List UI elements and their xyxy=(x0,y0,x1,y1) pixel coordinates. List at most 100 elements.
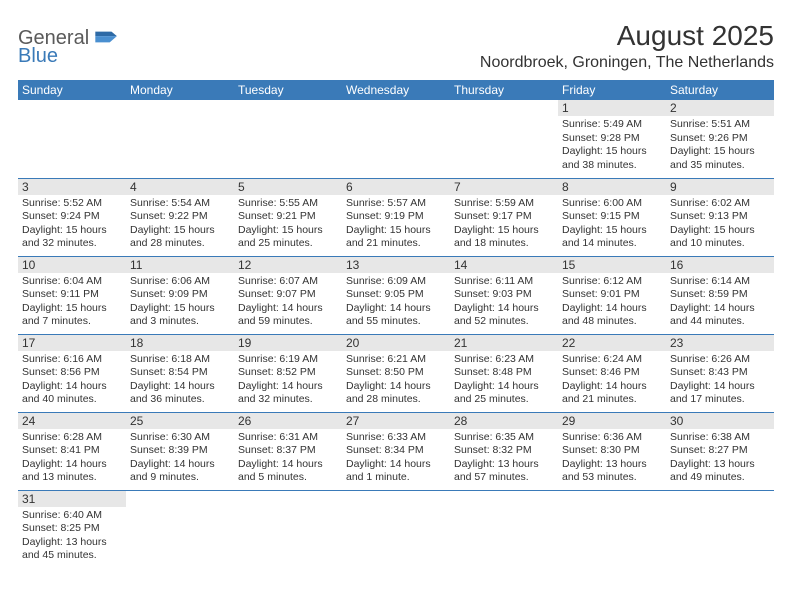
day-details: Sunrise: 6:18 AMSunset: 8:54 PMDaylight:… xyxy=(126,351,234,412)
sunrise-text: Sunrise: 5:55 AM xyxy=(238,197,338,211)
logo: GeneralBlue xyxy=(18,28,120,66)
calendar-week: 3Sunrise: 5:52 AMSunset: 9:24 PMDaylight… xyxy=(18,178,774,256)
day-header: Thursday xyxy=(450,80,558,100)
sunset-text: Sunset: 8:48 PM xyxy=(454,366,554,380)
sunset-text: Sunset: 8:34 PM xyxy=(346,444,446,458)
daylight-text: Daylight: 15 hours and 38 minutes. xyxy=(562,145,662,172)
sunrise-text: Sunrise: 6:06 AM xyxy=(130,275,230,289)
calendar-cell: 22Sunrise: 6:24 AMSunset: 8:46 PMDayligh… xyxy=(558,334,666,412)
day-number: 29 xyxy=(558,413,666,429)
day-details: Sunrise: 5:54 AMSunset: 9:22 PMDaylight:… xyxy=(126,195,234,256)
sunset-text: Sunset: 8:37 PM xyxy=(238,444,338,458)
calendar-cell xyxy=(126,490,234,568)
day-number: 16 xyxy=(666,257,774,273)
day-number: 1 xyxy=(558,100,666,116)
sunset-text: Sunset: 8:46 PM xyxy=(562,366,662,380)
calendar-cell: 8Sunrise: 6:00 AMSunset: 9:15 PMDaylight… xyxy=(558,178,666,256)
sunrise-text: Sunrise: 6:02 AM xyxy=(670,197,770,211)
day-header: Sunday xyxy=(18,80,126,100)
sunset-text: Sunset: 8:59 PM xyxy=(670,288,770,302)
calendar-cell xyxy=(126,100,234,178)
sunset-text: Sunset: 9:24 PM xyxy=(22,210,122,224)
sunrise-text: Sunrise: 5:52 AM xyxy=(22,197,122,211)
sunrise-text: Sunrise: 5:54 AM xyxy=(130,197,230,211)
calendar-week: 31Sunrise: 6:40 AMSunset: 8:25 PMDayligh… xyxy=(18,490,774,568)
day-details: Sunrise: 6:12 AMSunset: 9:01 PMDaylight:… xyxy=(558,273,666,334)
calendar-cell xyxy=(342,100,450,178)
sunset-text: Sunset: 9:13 PM xyxy=(670,210,770,224)
sunset-text: Sunset: 9:11 PM xyxy=(22,288,122,302)
day-number: 14 xyxy=(450,257,558,273)
location: Noordbroek, Groningen, The Netherlands xyxy=(480,54,774,72)
sunrise-text: Sunrise: 6:09 AM xyxy=(346,275,446,289)
day-number: 18 xyxy=(126,335,234,351)
daylight-text: Daylight: 15 hours and 21 minutes. xyxy=(346,224,446,251)
day-number: 5 xyxy=(234,179,342,195)
day-number: 17 xyxy=(18,335,126,351)
day-header: Monday xyxy=(126,80,234,100)
calendar-cell xyxy=(450,490,558,568)
sunrise-text: Sunrise: 6:31 AM xyxy=(238,431,338,445)
day-details: Sunrise: 6:11 AMSunset: 9:03 PMDaylight:… xyxy=(450,273,558,334)
sunrise-text: Sunrise: 6:36 AM xyxy=(562,431,662,445)
sunset-text: Sunset: 9:22 PM xyxy=(130,210,230,224)
day-header: Tuesday xyxy=(234,80,342,100)
calendar-table: SundayMondayTuesdayWednesdayThursdayFrid… xyxy=(18,80,774,568)
day-details: Sunrise: 6:40 AMSunset: 8:25 PMDaylight:… xyxy=(18,507,126,568)
day-details: Sunrise: 6:36 AMSunset: 8:30 PMDaylight:… xyxy=(558,429,666,490)
day-details: Sunrise: 5:51 AMSunset: 9:26 PMDaylight:… xyxy=(666,116,774,177)
day-number: 8 xyxy=(558,179,666,195)
calendar-cell: 23Sunrise: 6:26 AMSunset: 8:43 PMDayligh… xyxy=(666,334,774,412)
calendar-cell: 10Sunrise: 6:04 AMSunset: 9:11 PMDayligh… xyxy=(18,256,126,334)
calendar-cell: 30Sunrise: 6:38 AMSunset: 8:27 PMDayligh… xyxy=(666,412,774,490)
calendar-cell: 17Sunrise: 6:16 AMSunset: 8:56 PMDayligh… xyxy=(18,334,126,412)
sunrise-text: Sunrise: 6:18 AM xyxy=(130,353,230,367)
day-header: Friday xyxy=(558,80,666,100)
day-details: Sunrise: 5:49 AMSunset: 9:28 PMDaylight:… xyxy=(558,116,666,177)
title-block: August 2025 Noordbroek, Groningen, The N… xyxy=(480,20,774,72)
calendar-cell xyxy=(18,100,126,178)
day-details: Sunrise: 6:30 AMSunset: 8:39 PMDaylight:… xyxy=(126,429,234,490)
calendar-cell: 27Sunrise: 6:33 AMSunset: 8:34 PMDayligh… xyxy=(342,412,450,490)
sunset-text: Sunset: 9:17 PM xyxy=(454,210,554,224)
calendar-cell: 24Sunrise: 6:28 AMSunset: 8:41 PMDayligh… xyxy=(18,412,126,490)
day-details: Sunrise: 6:14 AMSunset: 8:59 PMDaylight:… xyxy=(666,273,774,334)
logo-flag-icon xyxy=(94,28,120,48)
day-details: Sunrise: 6:33 AMSunset: 8:34 PMDaylight:… xyxy=(342,429,450,490)
sunset-text: Sunset: 9:28 PM xyxy=(562,132,662,146)
day-details: Sunrise: 5:55 AMSunset: 9:21 PMDaylight:… xyxy=(234,195,342,256)
day-number: 26 xyxy=(234,413,342,429)
sunrise-text: Sunrise: 6:07 AM xyxy=(238,275,338,289)
day-details: Sunrise: 6:28 AMSunset: 8:41 PMDaylight:… xyxy=(18,429,126,490)
sunrise-text: Sunrise: 6:24 AM xyxy=(562,353,662,367)
day-header: Saturday xyxy=(666,80,774,100)
sunrise-text: Sunrise: 5:57 AM xyxy=(346,197,446,211)
calendar-cell: 28Sunrise: 6:35 AMSunset: 8:32 PMDayligh… xyxy=(450,412,558,490)
day-details: Sunrise: 6:19 AMSunset: 8:52 PMDaylight:… xyxy=(234,351,342,412)
daylight-text: Daylight: 15 hours and 3 minutes. xyxy=(130,302,230,329)
calendar-cell: 15Sunrise: 6:12 AMSunset: 9:01 PMDayligh… xyxy=(558,256,666,334)
sunset-text: Sunset: 8:41 PM xyxy=(22,444,122,458)
calendar-cell: 19Sunrise: 6:19 AMSunset: 8:52 PMDayligh… xyxy=(234,334,342,412)
calendar-cell xyxy=(450,100,558,178)
day-number: 4 xyxy=(126,179,234,195)
calendar-cell: 11Sunrise: 6:06 AMSunset: 9:09 PMDayligh… xyxy=(126,256,234,334)
calendar-cell: 1Sunrise: 5:49 AMSunset: 9:28 PMDaylight… xyxy=(558,100,666,178)
calendar-cell xyxy=(666,490,774,568)
day-number: 7 xyxy=(450,179,558,195)
daylight-text: Daylight: 14 hours and 9 minutes. xyxy=(130,458,230,485)
calendar-cell xyxy=(558,490,666,568)
day-number: 11 xyxy=(126,257,234,273)
daylight-text: Daylight: 14 hours and 21 minutes. xyxy=(562,380,662,407)
calendar-cell: 6Sunrise: 5:57 AMSunset: 9:19 PMDaylight… xyxy=(342,178,450,256)
daylight-text: Daylight: 15 hours and 7 minutes. xyxy=(22,302,122,329)
calendar-cell: 5Sunrise: 5:55 AMSunset: 9:21 PMDaylight… xyxy=(234,178,342,256)
daylight-text: Daylight: 14 hours and 55 minutes. xyxy=(346,302,446,329)
daylight-text: Daylight: 14 hours and 17 minutes. xyxy=(670,380,770,407)
daylight-text: Daylight: 13 hours and 49 minutes. xyxy=(670,458,770,485)
day-details: Sunrise: 6:24 AMSunset: 8:46 PMDaylight:… xyxy=(558,351,666,412)
day-details: Sunrise: 5:52 AMSunset: 9:24 PMDaylight:… xyxy=(18,195,126,256)
month-title: August 2025 xyxy=(480,20,774,52)
calendar-week: 1Sunrise: 5:49 AMSunset: 9:28 PMDaylight… xyxy=(18,100,774,178)
day-details: Sunrise: 6:00 AMSunset: 9:15 PMDaylight:… xyxy=(558,195,666,256)
